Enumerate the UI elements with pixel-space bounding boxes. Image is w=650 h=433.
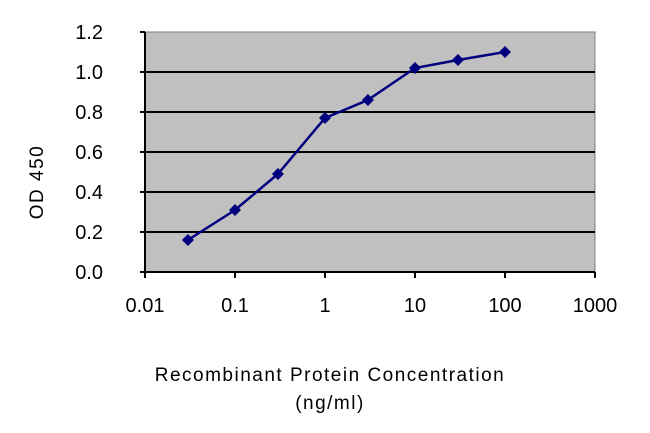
x-tick-label: 1 [319, 295, 330, 317]
data-point-marker [451, 54, 464, 66]
x-tick-label: 10 [404, 295, 426, 317]
data-point-marker [361, 94, 374, 106]
y-tick-label: 0.2 [75, 222, 103, 244]
x-tick-label: 0.1 [221, 295, 249, 317]
gridlines [145, 71, 595, 233]
data-point-marker [271, 168, 284, 180]
y-tick-label: 0.8 [75, 102, 103, 124]
y-tick-label: 0.6 [75, 142, 103, 164]
axes [140, 31, 596, 278]
x-axis-title: Recombinant Protein Concentration [155, 365, 506, 386]
tick-labels: 0.0 0.2 0.4 0.6 0.8 1.0 1.2 0.01 0.1 1 10 100 1000 [75, 22, 617, 317]
y-tick-label: 1.0 [75, 62, 103, 84]
x-tick-label: 100 [488, 295, 521, 317]
y-axis-title: OD 450 [27, 145, 48, 219]
y-tick-label: 1.2 [75, 22, 103, 44]
data-point-marker [229, 204, 241, 216]
series-line [187, 50, 506, 242]
x-axis-unit: (ng/ml) [295, 393, 365, 414]
x-tick-label: 1000 [573, 295, 618, 317]
data-point-marker [409, 62, 421, 74]
data-point-marker [181, 234, 194, 246]
x-tick-label: 0.01 [126, 295, 165, 317]
data-point-marker [499, 46, 511, 58]
series-group [181, 46, 511, 246]
data-point-marker [319, 112, 331, 124]
y-tick-label: 0.0 [75, 262, 103, 284]
y-tick-label: 0.4 [75, 182, 103, 204]
